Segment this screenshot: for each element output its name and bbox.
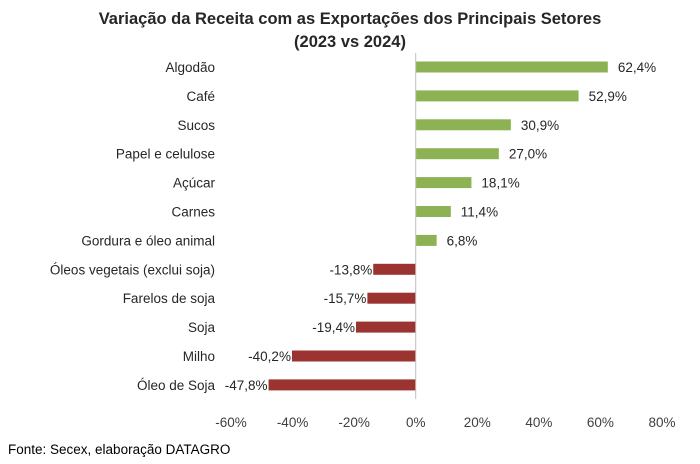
category-label-soja: Soja	[188, 320, 216, 335]
bar-farelos-de-soja	[367, 292, 416, 304]
bar-carnes	[415, 206, 451, 217]
bar-oleos-vegetais-exclui-soja	[373, 263, 416, 275]
x-tick-label: -20%	[338, 415, 370, 430]
bar-soja	[355, 321, 416, 333]
category-label-carnes: Carnes	[171, 205, 215, 220]
bar-acucar	[415, 177, 472, 189]
category-label-gordura-e-oleo-animal: Gordura e óleo animal	[81, 233, 215, 248]
value-label-farelos-de-soja: -15,7%	[324, 291, 367, 306]
bar-milho	[291, 350, 416, 362]
bar-gordura-e-oleo-animal	[415, 234, 437, 246]
category-label-papel-e-celulose: Papel e celulose	[116, 147, 215, 162]
value-label-algodao: 62,4%	[618, 60, 656, 75]
x-tick-label: 40%	[525, 415, 552, 430]
x-tick-label: 80%	[648, 415, 675, 430]
category-label-algodao: Algodão	[165, 60, 215, 75]
source-note: Fonte: Secex, elaboração DATAGRO	[8, 442, 231, 457]
chart-title: Variação da Receita com as Exportações d…	[0, 8, 700, 54]
x-tick-label: -40%	[277, 415, 309, 430]
bar-oleo-de-soja	[268, 379, 416, 391]
value-labels: 62,4% 52,9% 30,9% 27,0% 18,1% 11,4% 6,8% -13,8%…	[225, 60, 656, 393]
category-label-milho: Milho	[183, 349, 215, 364]
category-labels: Algodão Café Sucos Papel e celulose Açúcar Ca…	[50, 60, 216, 393]
category-label-oleo-de-soja: Óleo de Soja	[137, 378, 216, 393]
bar-cafe	[415, 90, 579, 102]
x-tick-label: 20%	[464, 415, 491, 430]
x-tick-label: -60%	[215, 415, 247, 430]
bars-layer	[268, 61, 608, 391]
value-label-cafe: 52,9%	[589, 89, 627, 104]
bar-sucos	[415, 119, 511, 131]
value-label-soja: -19,4%	[312, 320, 355, 335]
value-label-oleo-de-soja: -47,8%	[225, 378, 268, 393]
x-tick-label: 0%	[406, 415, 426, 430]
value-label-gordura-e-oleo-animal: 6,8%	[447, 233, 478, 248]
value-label-sucos: 30,9%	[521, 118, 559, 133]
x-tick-label: 60%	[587, 415, 614, 430]
value-label-milho: -40,2%	[248, 349, 291, 364]
value-label-carnes: 11,4%	[461, 205, 498, 220]
category-label-cafe: Café	[186, 89, 215, 104]
category-label-oleos-vegetais-exclui-soja: Óleos vegetais (exclui soja)	[50, 262, 215, 277]
value-label-acucar: 18,1%	[481, 176, 519, 191]
value-label-papel-e-celulose: 27,0%	[509, 147, 547, 162]
category-label-sucos: Sucos	[177, 118, 215, 133]
category-label-acucar: Açúcar	[173, 176, 216, 191]
category-label-farelos-de-soja: Farelos de soja	[123, 291, 216, 306]
bar-algodao	[415, 61, 608, 73]
bar-papel-e-celulose	[415, 148, 499, 160]
value-label-oleos-vegetais-exclui-soja: -13,8%	[329, 262, 372, 277]
chart-title-line-1: Variação da Receita com as Exportações d…	[98, 10, 602, 28]
x-axis-tick-labels: -60% -40% -20% 0% 20% 40% 60% 80%	[215, 415, 675, 430]
chart-title-line-2: (2023 vs 2024)	[294, 33, 406, 51]
